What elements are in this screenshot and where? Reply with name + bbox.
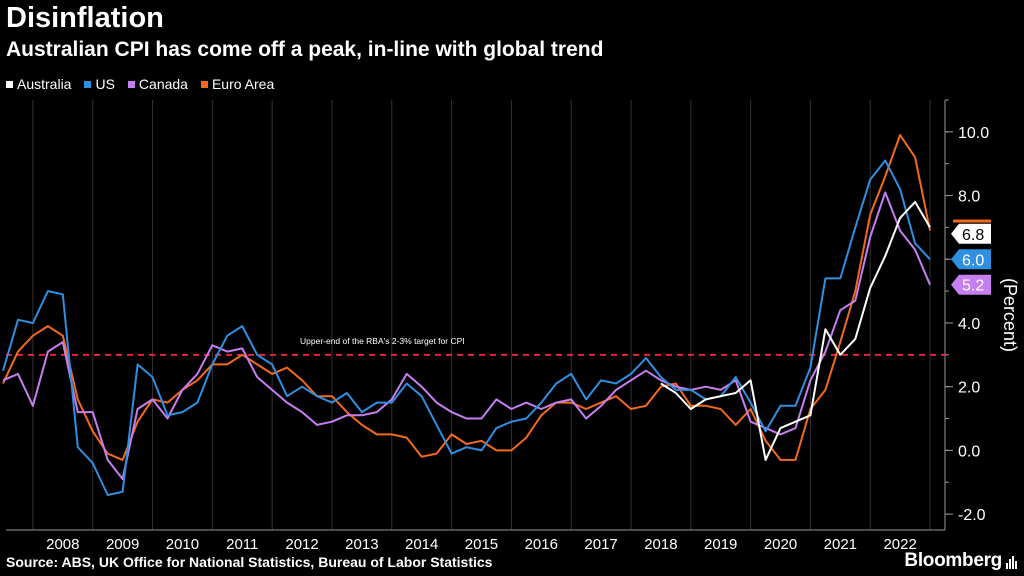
- brand-logo: Bloomberg: [904, 550, 1002, 571]
- series-line-euro-area: [2, 134, 931, 461]
- y-tick-label: 0.0: [958, 443, 980, 460]
- y-tick-label: 4.0: [958, 316, 980, 333]
- y-tick-label: 8.0: [958, 189, 980, 206]
- legend-label-canada: Canada: [138, 76, 188, 92]
- legend-label-australia: Australia: [17, 76, 72, 92]
- x-tick-label: 2015: [465, 536, 498, 553]
- x-tick-label: 2022: [883, 536, 916, 553]
- legend-item-canada: Canada: [127, 76, 188, 92]
- y-tick-label: 2.0: [958, 380, 980, 397]
- x-tick-label: 2016: [525, 536, 558, 553]
- series-line-canada: [2, 191, 931, 480]
- target-annotation: Upper-end of the RBA's 2-3% target for C…: [300, 336, 465, 346]
- x-tick-label: 2010: [166, 536, 199, 553]
- legend-swatch-australia: [6, 80, 13, 88]
- end-label-australia: 6.8: [962, 227, 984, 244]
- x-tick-label: 2021: [824, 536, 857, 553]
- x-tick-label: 2019: [704, 536, 737, 553]
- legend-label-euro-area: Euro Area: [211, 76, 275, 92]
- series-line-australia: [660, 200, 931, 461]
- legend-item-euro-area: Euro Area: [200, 76, 275, 92]
- x-tick-label: 2009: [106, 536, 139, 553]
- x-tick-label: 2008: [46, 536, 79, 553]
- chart-title: Disinflation: [6, 2, 164, 34]
- end-label-us: 6.0: [962, 252, 984, 269]
- x-tick-label: 2012: [285, 536, 318, 553]
- end-label-tag-us: [951, 249, 991, 270]
- y-tick-label: 10.0: [958, 125, 989, 142]
- end-label-canada: 5.2: [962, 278, 984, 295]
- source-note: Source: ABS, UK Office for National Stat…: [6, 554, 493, 570]
- bloomberg-mark-icon: [1006, 556, 1017, 569]
- legend: Australia US Canada Euro Area: [6, 76, 274, 92]
- y-axis-label: (Percent): [1000, 278, 1020, 352]
- x-tick-label: 2011: [226, 536, 258, 553]
- x-tick-label: 2017: [584, 536, 617, 553]
- x-tick-label: 2013: [345, 536, 378, 553]
- x-tick-label: 2020: [764, 536, 797, 553]
- legend-item-us: US: [84, 76, 115, 92]
- series-line-us: [2, 159, 931, 496]
- legend-swatch-us: [84, 80, 92, 88]
- legend-label-us: US: [95, 76, 115, 92]
- x-tick-label: 2018: [644, 536, 677, 553]
- x-tick-label: 2014: [405, 536, 438, 553]
- legend-swatch-canada: [127, 80, 135, 88]
- chart-subtitle: Australian CPI has come off a peak, in-l…: [6, 38, 604, 61]
- end-marker-euro-area: [953, 219, 991, 223]
- legend-swatch-euro-area: [200, 80, 208, 88]
- end-label-tag-australia: [951, 223, 991, 244]
- legend-item-australia: Australia: [6, 76, 71, 92]
- end-label-tag-canada: [951, 274, 991, 295]
- y-tick-label: -2.0: [958, 507, 986, 524]
